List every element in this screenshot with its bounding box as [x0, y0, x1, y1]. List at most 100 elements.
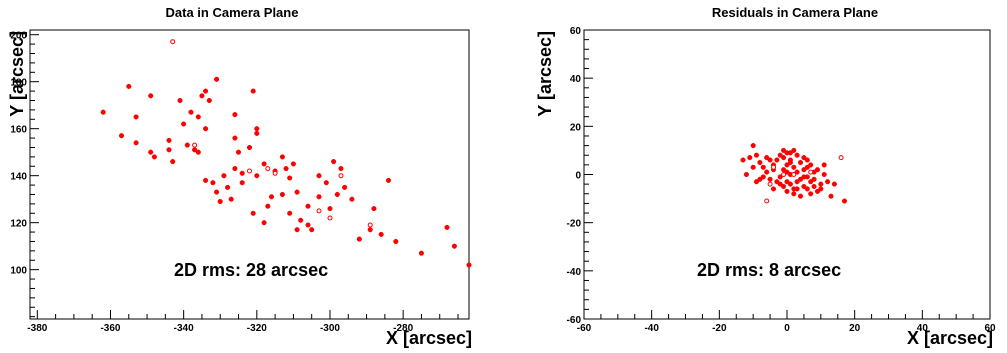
left-chart-point — [166, 137, 172, 143]
left-chart-point — [203, 126, 209, 132]
right-chart-point — [784, 179, 790, 185]
right-chart-x-tick-label: -60 — [577, 323, 592, 334]
left-chart-open-point — [247, 168, 252, 174]
left-chart-x-tick-label: -300 — [320, 323, 340, 334]
left-chart-open-point — [272, 170, 278, 176]
right-chart-point — [791, 191, 797, 197]
right-chart-point — [811, 183, 817, 190]
right-chart-point — [808, 179, 814, 185]
right-chart-point — [774, 157, 780, 163]
right-chart-point — [791, 164, 797, 170]
left-chart-y-tick-label: 200 — [10, 31, 27, 42]
right-chart-point — [777, 181, 783, 187]
left-chart-point — [342, 184, 348, 190]
right-chart-point — [841, 198, 848, 204]
left-chart-point — [203, 88, 209, 94]
right-chart-points — [740, 143, 848, 204]
left-chart-point — [294, 189, 300, 195]
right-chart-point — [753, 152, 760, 158]
left-chart-y-tick-label: 140 — [10, 172, 27, 183]
right-chart-point — [831, 181, 837, 187]
right-chart-point — [814, 167, 821, 173]
left-chart-point — [298, 217, 304, 223]
left-chart-point — [126, 83, 132, 89]
right-chart-point — [801, 183, 807, 190]
left-chart-point — [393, 238, 399, 245]
right-chart-point — [784, 162, 790, 168]
left-chart-point — [268, 194, 275, 200]
right-chart-x-axis-label: X [arcsec] — [907, 328, 993, 348]
left-chart-point — [118, 133, 125, 139]
left-chart-point — [246, 144, 253, 151]
right-chart-point — [767, 176, 773, 182]
left-chart-point — [378, 231, 384, 237]
left-chart-point — [188, 109, 194, 115]
right-chart-open-point — [791, 172, 797, 177]
left-chart-y-axis-label: Y [arcsec] — [7, 31, 27, 117]
left-chart-point — [466, 262, 472, 268]
left-chart-ticks — [30, 34, 459, 319]
left-chart-x-tick-label: -360 — [100, 323, 120, 334]
right-chart-x-tick-label: 40 — [917, 323, 929, 334]
left-chart-open-point — [367, 222, 373, 228]
right-chart-y-tick-label: -40 — [567, 267, 582, 278]
right-chart-point — [777, 152, 783, 158]
right-chart-point — [818, 181, 824, 187]
left-chart-point — [239, 170, 245, 176]
left-chart-x-axis-label: X [arcsec] — [386, 328, 472, 348]
left-chart-point — [250, 210, 256, 216]
left-chart-point — [206, 97, 212, 104]
right-chart-open-point — [838, 155, 844, 161]
right-chart-y-axis-label: Y [arcsec] — [535, 31, 555, 117]
left-chart-point — [305, 222, 311, 228]
left-chart-point — [232, 166, 238, 172]
right-chart-tick-labels: -60 -40 -20 0 20 40 60 -60 -40 -20 0 20 40 60 — [567, 26, 996, 334]
left-chart-point — [210, 180, 216, 186]
right-chart-point — [825, 179, 831, 185]
right-chart-y-tick-label: -60 — [567, 315, 582, 326]
left-chart-y-tick-label: 100 — [10, 266, 27, 277]
right-chart-y-tick-label: 0 — [575, 171, 581, 182]
right-chart-point — [764, 155, 770, 161]
left-chart-point — [261, 161, 267, 167]
right-chart-point — [787, 159, 793, 166]
left-chart-open-point — [327, 215, 333, 221]
left-chart-point — [100, 109, 106, 115]
left-chart-point — [418, 250, 424, 256]
left-chart-rms-annotation: 2D rms: 28 arcsec — [174, 260, 328, 280]
left-chart-x-tick-label: -340 — [174, 323, 194, 334]
left-chart-point — [287, 175, 293, 181]
right-chart-point — [784, 169, 790, 175]
right-chart-point — [808, 191, 814, 197]
right-chart-open-point — [767, 181, 773, 187]
left-chart-point — [338, 166, 344, 172]
right-chart-point — [821, 171, 827, 178]
left-chart-x-tick-label: -280 — [393, 323, 413, 334]
right-chart-point — [750, 143, 756, 149]
left-chart-frame — [29, 29, 470, 320]
left-chart-open-point — [338, 173, 344, 179]
right-chart-y-tick-label: 60 — [570, 26, 582, 37]
left-chart-point — [214, 189, 220, 195]
right-chart-point — [760, 164, 766, 170]
right-chart-point — [801, 155, 807, 161]
right-chart-point — [797, 193, 804, 199]
left-chart-y-tick-label: 120 — [10, 219, 27, 230]
right-chart-x-tick-label: 60 — [984, 323, 996, 334]
left-chart-point — [232, 112, 238, 118]
right-chart-point — [757, 176, 763, 182]
left-chart-point — [225, 184, 231, 190]
left-chart-open-point — [316, 208, 322, 214]
right-chart-point — [743, 171, 749, 178]
left-chart-point — [148, 149, 154, 155]
left-chart-point — [254, 173, 260, 179]
left-chart-point — [203, 177, 209, 183]
right-chart-x-tick-label: 0 — [784, 323, 790, 334]
left-chart-point — [265, 203, 271, 209]
left-chart-y-tick-label: 180 — [10, 78, 27, 89]
right-chart-point — [801, 167, 807, 173]
left-chart-point — [290, 161, 296, 167]
right-chart-open-point — [781, 172, 787, 177]
